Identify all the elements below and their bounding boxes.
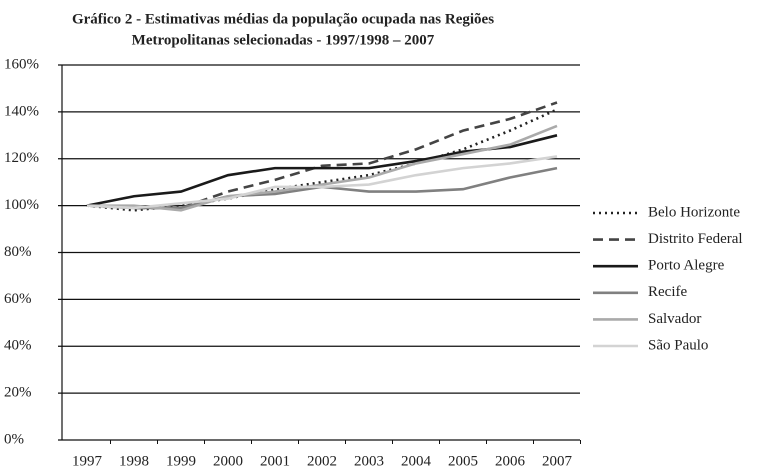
x-tick-label: 2005 [448, 453, 478, 469]
series-line [87, 124, 558, 212]
y-tick-label: 60% [4, 291, 32, 307]
x-tick-label: 2006 [495, 453, 526, 469]
legend-label: Belo Horizonte [648, 204, 740, 220]
y-tick-label: 40% [4, 338, 32, 354]
x-tick-label: 1999 [166, 453, 196, 469]
x-tick-label: 2001 [260, 453, 290, 469]
legend-label: São Paulo [648, 337, 708, 353]
chart-title: Gráfico 2 - Estimativas médias da popula… [72, 11, 494, 27]
y-tick-label: 20% [4, 385, 32, 401]
chart-title: Metropolitanas selecionadas - 1997/1998 … [132, 32, 435, 48]
x-tick-label: 2007 [542, 453, 573, 469]
y-tick-label: 140% [4, 103, 39, 119]
y-tick-label: 100% [4, 197, 39, 213]
legend-label: Distrito Federal [648, 231, 743, 247]
series-line [86, 134, 558, 207]
x-tick-label: 1997 [72, 453, 103, 469]
y-tick-label: 160% [4, 56, 39, 72]
x-tick-label: 2003 [354, 453, 384, 469]
x-tick-label: 2002 [307, 453, 337, 469]
series-line [86, 101, 558, 210]
legend-label: Porto Alegre [648, 258, 725, 274]
legend-label: Salvador [648, 311, 701, 327]
series-line [86, 155, 558, 210]
x-tick-label: 1998 [119, 453, 149, 469]
x-tick-label: 2004 [401, 453, 432, 469]
y-tick-label: 80% [4, 244, 32, 260]
y-tick-label: 0% [4, 431, 24, 447]
legend-label: Recife [648, 284, 687, 300]
x-tick-label: 2000 [213, 453, 243, 469]
y-tick-label: 120% [4, 150, 39, 166]
